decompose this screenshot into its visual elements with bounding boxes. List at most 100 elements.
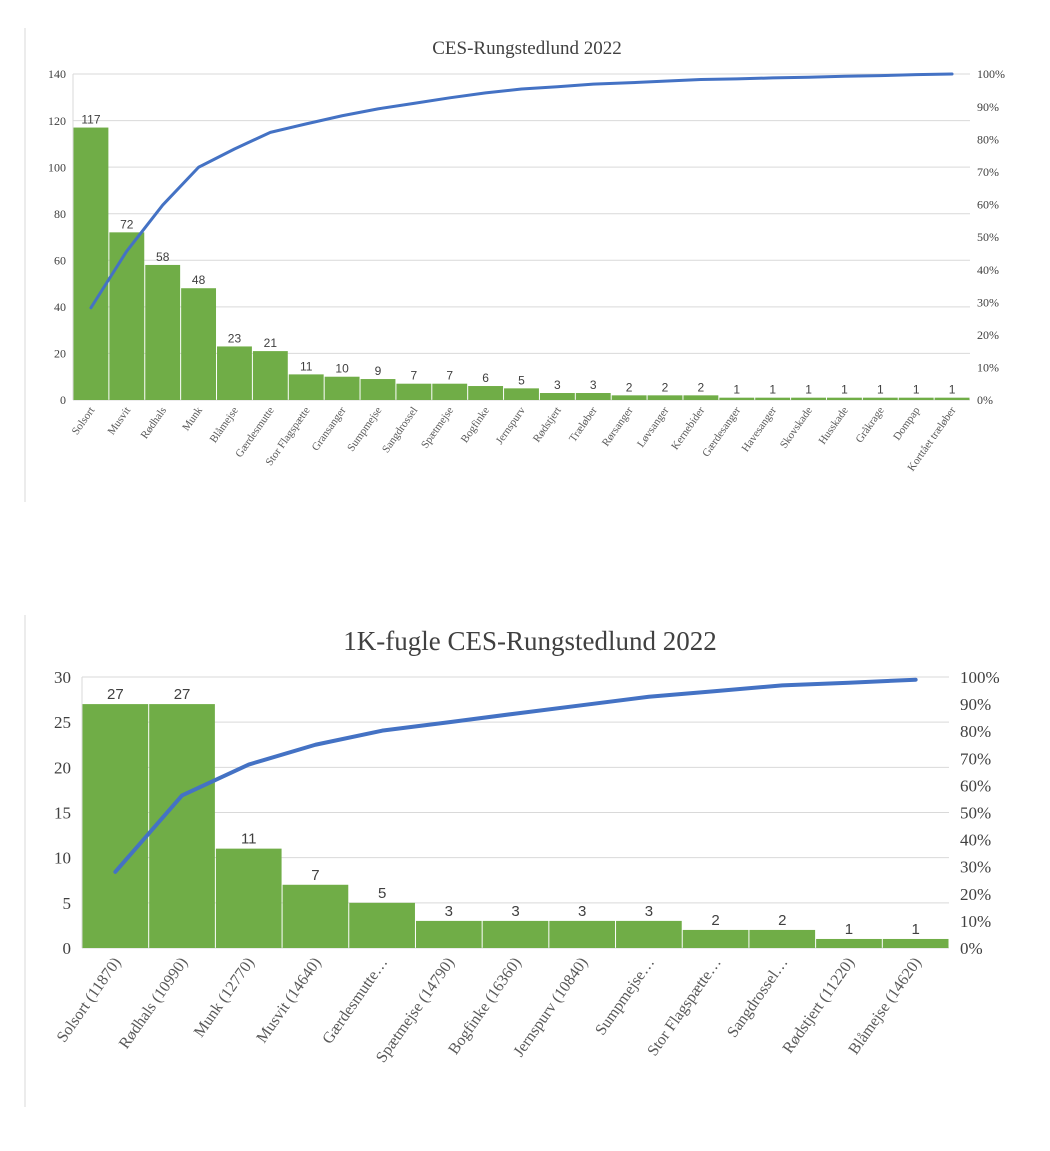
chart-2-bar <box>82 704 149 948</box>
chart-2-x-category-label: Stor Flagspætte… <box>644 955 724 1060</box>
chart-1-bar <box>396 383 432 400</box>
chart-2-y2-tick-label: 50% <box>960 803 991 822</box>
chart-1-bar <box>324 376 360 400</box>
chart-1-x-category-label: Dompap <box>891 404 923 442</box>
chart-1-x-category-label: Husskade <box>817 405 851 447</box>
chart-1-y2-tick-label: 20% <box>977 328 999 342</box>
chart-1-bar <box>73 127 109 401</box>
chart-2-x-category-label: Rødstjert (11220) <box>780 955 859 1057</box>
chart-2-y2-tick-label: 40% <box>960 831 991 850</box>
chart-2-bar <box>282 884 349 948</box>
chart-2-y-tick-label: 0 <box>63 939 72 958</box>
chart-1-x-category-label: Bogfinke <box>459 405 492 446</box>
chart-1-bar <box>468 386 504 400</box>
chart-2-bar-value-label: 3 <box>645 903 653 920</box>
chart-1-y-tick-label: 80 <box>54 207 66 221</box>
chart-1-bar-value-label: 1 <box>877 383 884 397</box>
chart-2-y2-ticks: 0% 10% 20% 30% 40% 50% 60% 70% 80% 90% 100% <box>960 668 1000 958</box>
chart-1-bar-value-label: 58 <box>156 250 170 264</box>
chart-1-bar-value-label: 1 <box>805 383 812 397</box>
chart-2-bar-value-label: 3 <box>578 903 586 920</box>
chart-1-bar <box>145 264 181 400</box>
chart-1-bar <box>683 395 719 400</box>
chart-1-bar-value-label: 2 <box>662 380 669 394</box>
chart-2-bar <box>882 938 949 948</box>
chart-2-x-category-label: Musvit (14640) <box>253 955 324 1047</box>
chart-1-x-category-label: Havesanger <box>740 405 780 455</box>
chart-1-x-category-label: Gråkrage <box>853 405 886 445</box>
chart-1-x-category-label: Træløber <box>567 405 600 445</box>
chart-1-bar <box>288 374 324 400</box>
chart-2-bar-value-label: 11 <box>241 831 257 848</box>
chart-1-bar-value-label: 7 <box>411 369 418 383</box>
chart-1-y2-tick-label: 80% <box>977 132 999 146</box>
chart-1-y-tick-label: 0 <box>60 393 66 407</box>
chart-2-x-category-label: Munk (12770) <box>191 955 258 1041</box>
chart-2-y2-tick-label: 100% <box>960 668 1000 687</box>
chart-2-bar-value-label: 7 <box>311 867 319 884</box>
chart-2-bar-value-label: 2 <box>778 912 786 929</box>
chart-1-bar <box>360 379 396 400</box>
chart-2-x-category-label: Solsort (11870) <box>54 955 125 1046</box>
chart-1-y2-tick-label: 40% <box>977 263 999 277</box>
chart-2-x-categories: Solsort (11870)Rødhals (10990) Munk (1277… <box>54 955 925 1066</box>
chart-1-bar <box>934 397 970 400</box>
chart-1-y-tick-label: 120 <box>48 114 66 128</box>
chart-2-y2-tick-label: 70% <box>960 749 991 768</box>
chart-2-container: 1K-fugle CES-Rungstedlund 2022 27 27 11 7 5 3… <box>0 615 1050 1115</box>
chart-2-y-tick-label: 20 <box>54 758 71 777</box>
chart-1-y2-tick-label: 50% <box>977 230 999 244</box>
chart-1-bar-value-label: 5 <box>518 373 525 387</box>
chart-1-x-category-label: Rødstjert <box>531 405 564 445</box>
chart-1-y-ticks: 0 20 40 60 80 100 120 140 <box>48 67 66 407</box>
chart-2-cumulative-line <box>113 677 918 874</box>
chart-2-bar-value-label: 5 <box>378 885 386 902</box>
chart-2-bar <box>415 920 482 948</box>
chart-2-y2-tick-label: 80% <box>960 722 991 741</box>
chart-1-bar-value-label: 48 <box>192 273 206 287</box>
chart-1-bar-value-label: 2 <box>698 380 705 394</box>
chart-1-y-tick-label: 20 <box>54 347 66 361</box>
chart-1-x-category-label: Rødhals <box>139 405 170 441</box>
chart-2-y-ticks: 0 5 10 15 20 25 30 <box>54 668 71 958</box>
chart-2-y2-tick-label: 20% <box>960 885 991 904</box>
chart-1-bar <box>432 383 468 400</box>
chart-2-y2-tick-label: 10% <box>960 912 991 931</box>
chart-1-bar-value-label: 6 <box>482 371 489 385</box>
chart-1-bar-value-label: 1 <box>841 383 848 397</box>
chart-1-x-category-label: Musvit <box>106 405 134 437</box>
chart-2-gridlines <box>81 676 949 949</box>
chart-2-bar <box>149 704 215 948</box>
chart-2-title: 1K-fugle CES-Rungstedlund 2022 <box>343 626 716 656</box>
chart-1-bar-value-label: 23 <box>228 331 242 345</box>
chart-1-bar-value-label: 1 <box>949 383 956 397</box>
chart-1-y-tick-label: 100 <box>48 160 66 174</box>
chart-2-bar-value-label: 27 <box>107 686 124 703</box>
chart-2-bar <box>349 902 415 948</box>
chart-1-bar <box>504 388 539 400</box>
chart-2-x-category-label: Sumpmejse… <box>592 955 658 1039</box>
chart-1-bar-value-label: 1 <box>769 383 776 397</box>
chart-1-bar <box>898 397 934 400</box>
chart-2-y2-tick-label: 60% <box>960 776 991 795</box>
chart-1-x-category-label: Gransanger <box>310 405 349 454</box>
chart-1-y2-tick-label: 90% <box>977 100 999 114</box>
chart-1-y2-tick-label: 30% <box>977 295 999 309</box>
chart-1-bar-value-label: 11 <box>300 359 313 373</box>
chart-1-x-category-label: Kernebider <box>669 405 707 453</box>
chart-1-bar <box>575 393 611 400</box>
chart-2-bars <box>82 704 949 948</box>
chart-2-bar <box>682 929 749 948</box>
chart-2-bar <box>616 920 682 948</box>
chart-1-y2-tick-label: 0% <box>977 393 993 407</box>
chart-1-y-tick-label: 60 <box>54 253 66 267</box>
chart-2-bar-value-label: 27 <box>174 686 191 703</box>
chart-2-y-tick-label: 5 <box>63 894 72 913</box>
chart-1-bar <box>181 288 217 400</box>
chart-1-y-tick-label: 140 <box>48 67 66 81</box>
chart-1-title: CES-Rungstedlund 2022 <box>432 38 621 59</box>
chart-2-bar <box>215 848 282 948</box>
chart-2-bar-value-label: 3 <box>511 903 519 920</box>
chart-1-bar-value-label: 21 <box>264 336 278 350</box>
